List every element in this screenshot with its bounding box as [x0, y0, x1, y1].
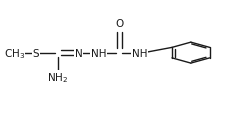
Text: O: O	[115, 19, 124, 29]
Text: N: N	[75, 48, 82, 58]
Text: NH: NH	[132, 48, 147, 58]
Text: S: S	[33, 48, 39, 58]
Text: NH$_2$: NH$_2$	[47, 71, 68, 85]
Text: CH$_3$: CH$_3$	[4, 46, 25, 60]
Text: NH: NH	[91, 48, 106, 58]
